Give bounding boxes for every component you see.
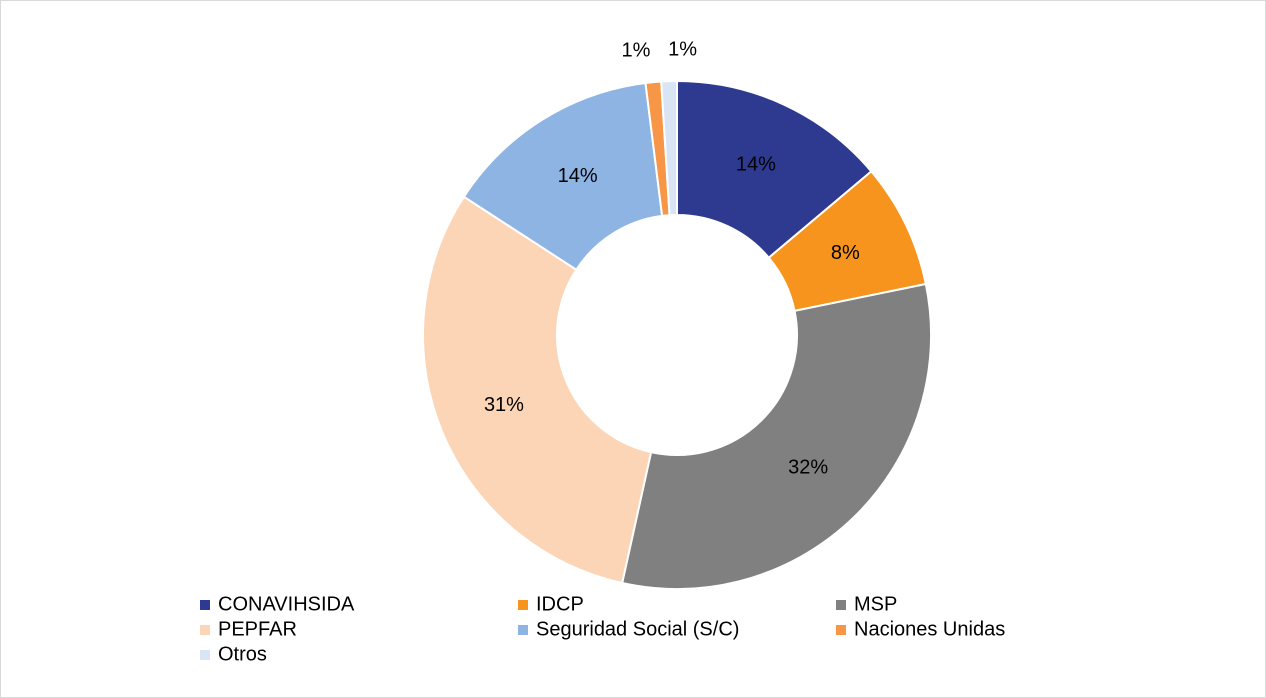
data-label: 1% xyxy=(668,38,697,60)
donut-slice xyxy=(620,282,932,590)
donut-slice xyxy=(676,79,873,260)
data-label: 31% xyxy=(484,394,524,416)
legend-label: MSP xyxy=(854,593,897,615)
donut-slice xyxy=(660,79,678,217)
legend-swatch xyxy=(200,600,210,610)
data-label: 14% xyxy=(736,154,776,176)
legend-swatch xyxy=(836,600,846,610)
legend-swatch xyxy=(836,625,846,635)
legend-swatch xyxy=(200,650,210,660)
legend-label: IDCP xyxy=(536,593,584,615)
legend-label: Seguridad Social (S/C) xyxy=(536,618,739,640)
data-label: 1% xyxy=(622,40,651,62)
data-label: 14% xyxy=(558,165,598,187)
donut-slice xyxy=(422,195,653,585)
legend-label: PEPFAR xyxy=(218,618,297,640)
legend-label: CONAVIHSIDA xyxy=(218,593,355,615)
data-label: 8% xyxy=(831,242,860,264)
data-label: 32% xyxy=(788,457,828,479)
legend-swatch xyxy=(518,600,528,610)
legend-swatch xyxy=(200,625,210,635)
legend-label: Naciones Unidas xyxy=(854,618,1005,640)
legend-label: Otros xyxy=(218,643,267,665)
legend-swatch xyxy=(518,625,528,635)
donut-slice xyxy=(462,81,664,272)
